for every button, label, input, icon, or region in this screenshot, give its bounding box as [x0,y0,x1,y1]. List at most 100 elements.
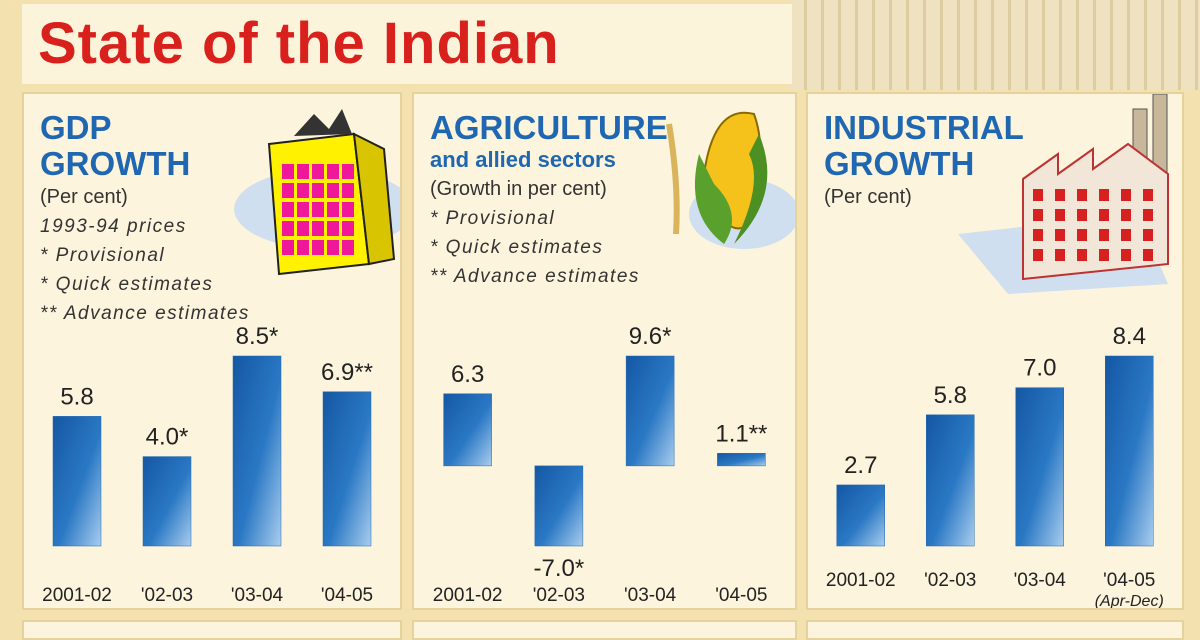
icon [734,134,768,244]
icon [1033,189,1043,201]
icon [1121,189,1131,201]
panel-edge [806,620,1184,640]
bar [443,393,492,467]
chart: 2.7 2001-02 5.8 '02-03 7.0 '03-04 8.4 '04-05 (Ap… [826,94,1169,608]
icon [1099,209,1109,221]
chart-note: ** Advance estimates [40,303,250,324]
value-label: 6.3 [451,361,484,388]
icon [1077,209,1087,221]
icon [1143,249,1153,261]
illustration [958,94,1169,294]
value-label: 8.5* [236,323,279,350]
x-tick-label: '02-03 [533,585,585,606]
value-label: 4.0* [146,424,189,451]
icon [1121,209,1131,221]
icon [327,221,339,236]
chart-unit: (Per cent) [40,186,128,208]
chart-note: * Quick estimates [430,237,604,258]
icon [327,202,339,217]
icon [1055,209,1065,221]
bar [717,453,766,467]
value-label: 8.4 [1113,323,1146,350]
icon [1121,249,1131,261]
icon [312,221,324,236]
x-tick-label: '03-04 [624,585,677,606]
icon [312,240,324,255]
x-tick-label: 2001-02 [433,585,503,606]
icon [1099,229,1109,241]
icon [327,164,339,179]
chart: 5.8 2001-02 4.0* '02-03 8.5* '03-04 6.9** '04-0… [42,109,400,606]
value-label: 2.7 [844,452,877,479]
bar [322,391,372,547]
value-label: 6.9** [321,359,373,386]
icon [1143,209,1153,221]
chart-note: * Provisional [430,208,556,229]
icon [312,202,324,217]
chart-panel: 5.8 2001-02 4.0* '02-03 8.5* '03-04 6.9** '04-0… [22,92,402,610]
icon [1121,229,1131,241]
icon [297,221,309,236]
chart-unit: (Per cent) [824,186,912,208]
icon [1099,249,1109,261]
value-label: 5.8 [60,383,93,410]
icon [282,183,294,198]
chart-note: 1993-94 prices [40,216,187,237]
icon [1077,229,1087,241]
chart-header: AGRICULTURE and allied sectors (Growth in … [430,110,785,291]
icon [297,202,309,217]
decoration [790,0,1200,90]
icon [1055,249,1065,261]
icon [1055,189,1065,201]
icon [666,123,680,235]
chart-note: * Quick estimates [40,274,214,295]
chart-panel: 6.3 2001-02 -7.0* '02-03 9.6* '03-04 1.1** '04-… [412,92,797,610]
chart-note: ** Advance estimates [430,266,640,287]
illustration [666,111,795,249]
panel-edge [22,620,402,640]
icon [694,154,732,244]
chart-annotation: (Apr-Dec) [1095,593,1164,608]
chart-header: INDUSTRIAL GROWTH (Per cent) [824,110,1172,212]
value-label: 1.1** [715,420,767,447]
icon [297,164,309,179]
icon [352,132,396,266]
bar [52,416,102,547]
chart-subtitle: and allied sectors [430,147,616,172]
icon [294,109,352,136]
chart-header: GDP GROWTH (Per cent) 1993-94 prices * Prov… [40,110,390,328]
bar [1015,387,1064,547]
icon [1022,142,1169,281]
chart-panel: 2.7 2001-02 5.8 '02-03 7.0 '03-04 8.4 '04-05 (Ap… [806,92,1184,610]
icon [282,164,294,179]
icon [312,183,324,198]
icon [282,221,294,236]
icon [1077,249,1087,261]
icon [1077,189,1087,201]
icon [327,240,339,255]
x-tick-label: '04-05 [715,585,767,606]
value-label: 5.8 [934,382,967,409]
x-tick-label: 2001-02 [826,570,896,591]
chart-note: * Provisional [40,245,166,266]
value-label: -7.0* [534,555,585,582]
chart-unit: (Growth in per cent) [430,178,607,200]
icon [282,240,294,255]
icon [297,183,309,198]
chart: 6.3 2001-02 -7.0* '02-03 9.6* '03-04 1.1** '04-… [433,111,795,606]
icon [342,183,354,198]
x-tick-label: '02-03 [141,585,193,606]
chart-title: INDUSTRIAL GROWTH [824,109,1024,182]
value-label: 7.0 [1023,355,1056,382]
value-label: 9.6* [629,323,672,350]
bar [534,465,584,547]
page-title: State of the Indian Economy [22,4,792,156]
x-tick-label: '03-04 [1014,570,1067,591]
x-tick-label: 2001-02 [42,585,112,606]
icon [342,221,354,236]
icon [342,164,354,179]
icon [282,202,294,217]
icon [342,202,354,217]
icon [1143,189,1153,201]
